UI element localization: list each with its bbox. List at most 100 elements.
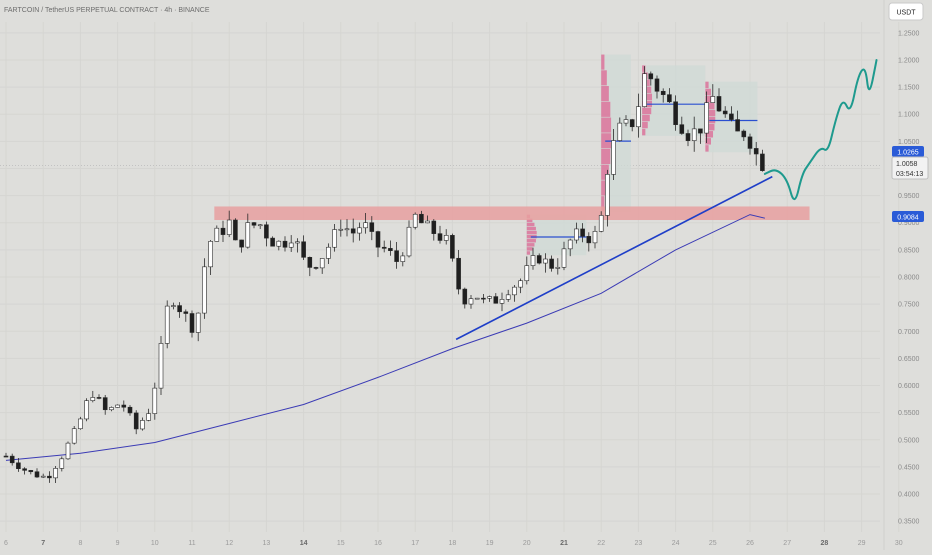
x-tick-label: 20 [523, 540, 531, 547]
candle-body [419, 213, 424, 224]
candle-body [3, 455, 9, 458]
y-tick-label: 0.6000 [898, 383, 920, 390]
candle-body [59, 458, 65, 469]
candle-body [406, 226, 412, 257]
candle-body [233, 219, 238, 241]
last-price-tag: 1.0058 03:54:13 [891, 156, 929, 180]
axes: 1.25001.20001.15001.10001.05001.00000.95… [4, 0, 920, 550]
candle-body [381, 246, 387, 249]
price-projection-path [763, 59, 878, 201]
x-tick-label: 13 [263, 540, 271, 547]
candle-body [437, 233, 443, 241]
volume-profile-bar [601, 101, 611, 117]
candle-body [679, 124, 685, 134]
candle-body [474, 297, 480, 300]
candle-body [251, 222, 257, 226]
y-tick-label: 1.0500 [898, 139, 920, 146]
volume-profile-bar [526, 247, 533, 251]
x-tick-label: 28 [821, 540, 829, 547]
x-tick-label: 11 [188, 540, 195, 547]
candle-body [71, 428, 77, 444]
candle-body [189, 313, 195, 333]
y-tick-label: 0.9500 [898, 193, 920, 200]
volume-profile-bar [601, 70, 607, 86]
ma-price-tag-bg [892, 146, 924, 157]
candle-body [127, 406, 133, 414]
x-tick-label: 17 [411, 540, 419, 547]
candle-body [698, 128, 703, 134]
candle-body [499, 299, 505, 304]
volume-profile-bar [526, 218, 533, 223]
candle-body [319, 258, 325, 269]
volume-profile-bar [705, 109, 716, 117]
volume-profile-bar [705, 138, 711, 145]
y-tick-label: 0.4000 [898, 492, 920, 499]
moving-average-line [5, 214, 766, 461]
candle-body [350, 228, 356, 234]
candle-body [629, 119, 635, 128]
candle-body [307, 257, 313, 268]
x-tick-label: 22 [597, 540, 605, 547]
candles [3, 66, 765, 484]
candle-body [660, 90, 666, 95]
candle-body [282, 240, 288, 248]
candle-body [133, 412, 139, 430]
y-tick-label: 0.9000 [898, 220, 920, 227]
candle-body [468, 298, 474, 305]
candle-body [270, 237, 275, 247]
volume-profile-bar [601, 148, 611, 165]
candle-body [450, 235, 455, 259]
candle-body [642, 73, 647, 107]
candle-body [549, 258, 554, 269]
candle-body [47, 475, 52, 479]
candle-body [344, 228, 350, 231]
x-tick-label: 27 [783, 540, 791, 547]
candle-body [493, 296, 499, 304]
volume-profile-bar [705, 102, 715, 110]
grid [0, 22, 900, 532]
volume-profile-bar [601, 54, 605, 70]
currency-button-bg[interactable] [888, 2, 924, 21]
candle-body [431, 220, 437, 234]
candle-body [146, 413, 151, 421]
volume-profile-bar [526, 239, 536, 243]
candle-body [536, 255, 542, 264]
volume-profile-bar [705, 124, 715, 131]
candle-body [710, 96, 716, 103]
candle-body [716, 96, 722, 112]
candle-body [177, 305, 182, 313]
candle-body [363, 222, 368, 229]
candle-body [623, 119, 629, 124]
volume-profile-bar [705, 131, 714, 138]
candle-body [505, 294, 511, 300]
x-tick-label: 23 [635, 540, 643, 547]
volume-profile-bar [526, 226, 536, 231]
x-tick-label: 26 [746, 540, 754, 547]
candle-body [400, 255, 406, 262]
candle-body [760, 153, 765, 171]
candle-body [481, 297, 486, 300]
candle-body [164, 305, 170, 344]
volume-profile-bar [601, 164, 609, 180]
candle-body [109, 407, 114, 411]
x-tick-label: 12 [225, 540, 233, 547]
candle-body [140, 420, 145, 430]
candle-body [288, 242, 294, 248]
candle-body [326, 246, 331, 259]
candle-body [245, 222, 251, 248]
volume-profile-bar [601, 86, 609, 102]
candle-body [561, 248, 567, 268]
currency-button[interactable]: USDT [888, 2, 924, 21]
y-tick-label: 1.2500 [898, 30, 920, 37]
candle-body [617, 122, 623, 141]
candle-body [605, 174, 610, 216]
candle-body [574, 228, 579, 241]
candle-body [195, 312, 201, 333]
x-tick-label: 8 [78, 540, 82, 547]
currency-button-label[interactable]: USDT [896, 10, 916, 17]
x-tick-label: 30 [895, 540, 903, 547]
candle-body [338, 228, 344, 231]
candle-body [741, 130, 747, 138]
